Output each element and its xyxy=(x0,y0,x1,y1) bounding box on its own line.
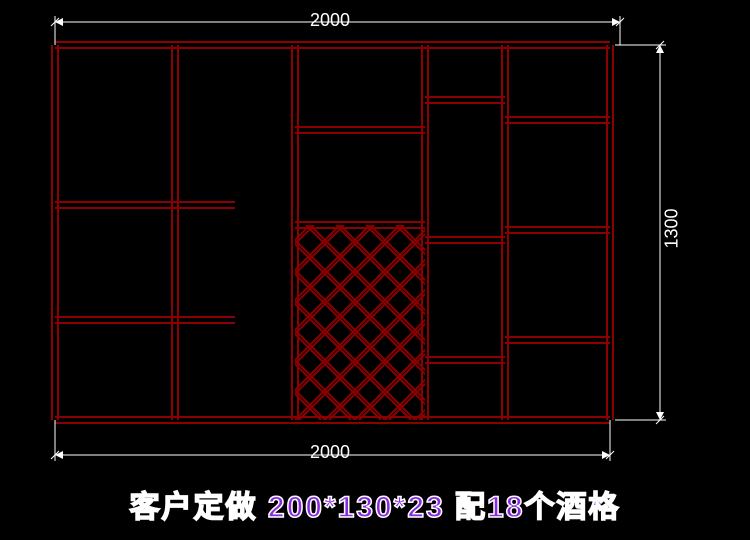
dim-bottom-label: 2000 xyxy=(310,442,350,463)
dim-top-label: 2000 xyxy=(310,10,350,31)
drawing-canvas xyxy=(0,0,750,540)
caption-text: 客户定做 200*130*23 配18个酒格 xyxy=(0,482,750,526)
dim-right-label: 1300 xyxy=(661,208,682,248)
